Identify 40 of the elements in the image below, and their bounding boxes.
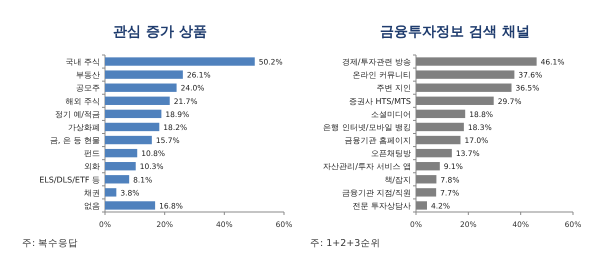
y-tick-label: 오픈채팅방 bbox=[371, 149, 411, 158]
y-tick-label: 금융기관 홈페이지 bbox=[344, 136, 411, 146]
bar bbox=[105, 148, 138, 158]
y-tick-label: 증권사 HTS/MTS bbox=[348, 96, 411, 106]
y-tick-label: 공모주 bbox=[76, 84, 100, 93]
bar bbox=[105, 188, 116, 197]
y-tick-label: 국내 주식 bbox=[65, 58, 100, 67]
y-tick-label: 경제/투자관련 방송 bbox=[342, 58, 411, 67]
y-tick-label: 책/잡지 bbox=[384, 175, 411, 184]
y-tick-label: 자산관리/투자 서비스 앱 bbox=[323, 162, 411, 172]
y-tick-label: 온라인 커뮤니티 bbox=[352, 70, 411, 80]
y-tick-label: 없음 bbox=[84, 201, 100, 210]
bar bbox=[105, 84, 177, 92]
bar bbox=[105, 96, 170, 105]
bar bbox=[105, 201, 156, 210]
y-tick-label: 부동산 bbox=[76, 70, 100, 80]
y-tick-label: 외화 bbox=[84, 162, 100, 172]
text: 주: 1+2+3순위 bbox=[310, 238, 380, 249]
chart-title: 금융투자정보 검색 채널 bbox=[380, 24, 530, 40]
bar bbox=[105, 162, 136, 170]
bar bbox=[105, 110, 162, 118]
y-tick-label: 전문 투자상담사 bbox=[352, 201, 411, 210]
y-tick-label: 정기 예/적금 bbox=[54, 110, 100, 119]
bar bbox=[105, 57, 255, 66]
y-tick-label: 해외 주식 bbox=[65, 96, 100, 106]
chart-title: 관심 증가 상품 bbox=[113, 24, 207, 40]
y-tick-label: 주변 지인 bbox=[376, 84, 411, 93]
y-tick-label: 소셜미디어 bbox=[371, 110, 411, 119]
y-tick-label: 채권 bbox=[84, 188, 100, 198]
y-tick-label: 금, 은 등 현물 bbox=[50, 136, 100, 146]
y-tick-label: 금융기관 지점/직원 bbox=[342, 188, 411, 198]
bar bbox=[105, 122, 160, 132]
y-tick-label: 펀드 bbox=[84, 149, 100, 158]
bar bbox=[105, 70, 183, 79]
y-tick-label: 은행 인터넷/모바일 뱅킹 bbox=[323, 122, 411, 132]
bar bbox=[105, 136, 152, 144]
text: 주: 복수응답 bbox=[22, 238, 78, 249]
y-tick-label: ELS/DLS/ETF 등 bbox=[39, 175, 100, 184]
y-tick-label: 가상화폐 bbox=[68, 122, 100, 132]
bar bbox=[105, 175, 130, 184]
